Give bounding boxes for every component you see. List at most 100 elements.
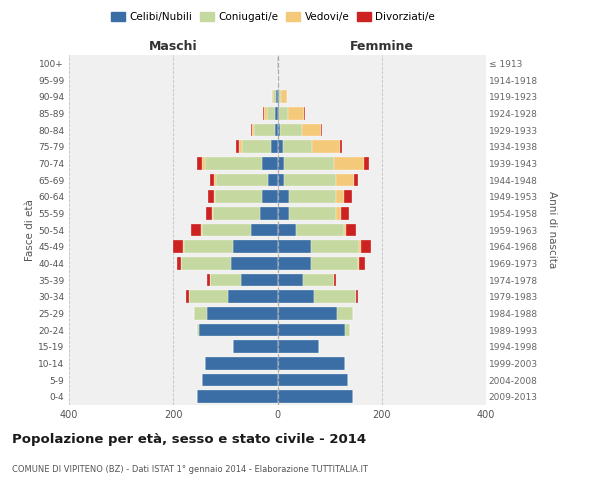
Bar	[214, 207, 260, 220]
Bar	[277, 290, 314, 303]
Bar	[304, 107, 305, 120]
Bar	[236, 140, 239, 153]
Bar	[216, 174, 268, 186]
Bar	[278, 90, 281, 103]
Bar	[265, 107, 267, 120]
Bar	[277, 374, 348, 386]
Bar	[341, 207, 349, 220]
Bar	[313, 140, 340, 153]
Bar	[311, 257, 358, 270]
Bar	[296, 224, 344, 236]
Bar	[254, 124, 275, 136]
Bar	[284, 157, 334, 170]
Bar	[275, 124, 277, 136]
Bar	[277, 174, 284, 186]
Bar	[277, 240, 311, 253]
Y-axis label: Fasce di età: Fasce di età	[25, 199, 35, 261]
Bar	[206, 207, 212, 220]
Bar	[302, 124, 321, 136]
Bar	[262, 190, 277, 203]
Bar	[205, 357, 277, 370]
Bar	[228, 290, 277, 303]
Bar	[201, 224, 202, 236]
Bar	[346, 224, 356, 236]
Bar	[277, 357, 345, 370]
Bar	[345, 324, 350, 336]
Bar	[356, 290, 358, 303]
Bar	[336, 174, 354, 186]
Bar	[314, 290, 356, 303]
Y-axis label: Anni di nascita: Anni di nascita	[547, 192, 557, 268]
Bar	[289, 207, 336, 220]
Bar	[277, 324, 345, 336]
Bar	[277, 190, 289, 203]
Bar	[184, 240, 233, 253]
Bar	[230, 257, 277, 270]
Bar	[336, 207, 341, 220]
Bar	[208, 190, 214, 203]
Bar	[242, 140, 271, 153]
Bar	[202, 374, 277, 386]
Bar	[186, 290, 189, 303]
Bar	[197, 390, 277, 403]
Text: Maschi: Maschi	[149, 40, 197, 52]
Bar	[181, 257, 230, 270]
Bar	[277, 340, 319, 353]
Bar	[277, 390, 353, 403]
Bar	[334, 274, 337, 286]
Bar	[241, 274, 277, 286]
Bar	[267, 107, 275, 120]
Bar	[205, 157, 262, 170]
Bar	[289, 107, 304, 120]
Bar	[321, 124, 322, 136]
Bar	[233, 240, 277, 253]
Text: COMUNE DI VIPITENO (BZ) - Dati ISTAT 1° gennaio 2014 - Elaborazione TUTTITALIA.I: COMUNE DI VIPITENO (BZ) - Dati ISTAT 1° …	[12, 466, 368, 474]
Bar	[239, 140, 242, 153]
Bar	[358, 257, 359, 270]
Bar	[214, 174, 216, 186]
Bar	[207, 307, 277, 320]
Bar	[189, 290, 228, 303]
Bar	[359, 257, 365, 270]
Bar	[182, 240, 184, 253]
Bar	[252, 124, 254, 136]
Bar	[173, 240, 182, 253]
Bar	[336, 190, 344, 203]
Bar	[302, 274, 334, 286]
Bar	[275, 107, 277, 120]
Bar	[277, 74, 278, 86]
Bar	[207, 274, 210, 286]
Bar	[263, 107, 265, 120]
Bar	[279, 107, 289, 120]
Bar	[262, 157, 277, 170]
Bar	[271, 140, 277, 153]
Legend: Celibi/Nubili, Coniugati/e, Vedovi/e, Divorziati/e: Celibi/Nubili, Coniugati/e, Vedovi/e, Di…	[107, 8, 439, 26]
Bar	[268, 174, 277, 186]
Bar	[284, 174, 336, 186]
Bar	[277, 107, 279, 120]
Bar	[215, 190, 262, 203]
Bar	[233, 340, 277, 353]
Bar	[311, 240, 359, 253]
Bar	[361, 240, 371, 253]
Bar	[194, 307, 207, 320]
Bar	[277, 257, 311, 270]
Bar	[210, 174, 214, 186]
Bar	[277, 90, 278, 103]
Bar	[344, 190, 352, 203]
Bar	[277, 274, 302, 286]
Bar	[202, 224, 251, 236]
Text: Popolazione per età, sesso e stato civile - 2014: Popolazione per età, sesso e stato civil…	[12, 432, 366, 446]
Bar	[281, 90, 287, 103]
Text: Femmine: Femmine	[350, 40, 414, 52]
Bar	[197, 157, 202, 170]
Bar	[214, 190, 215, 203]
Bar	[191, 224, 201, 236]
Bar	[340, 140, 342, 153]
Bar	[359, 240, 361, 253]
Bar	[272, 90, 274, 103]
Bar	[274, 90, 277, 103]
Bar	[344, 224, 346, 236]
Bar	[280, 124, 302, 136]
Bar	[277, 157, 284, 170]
